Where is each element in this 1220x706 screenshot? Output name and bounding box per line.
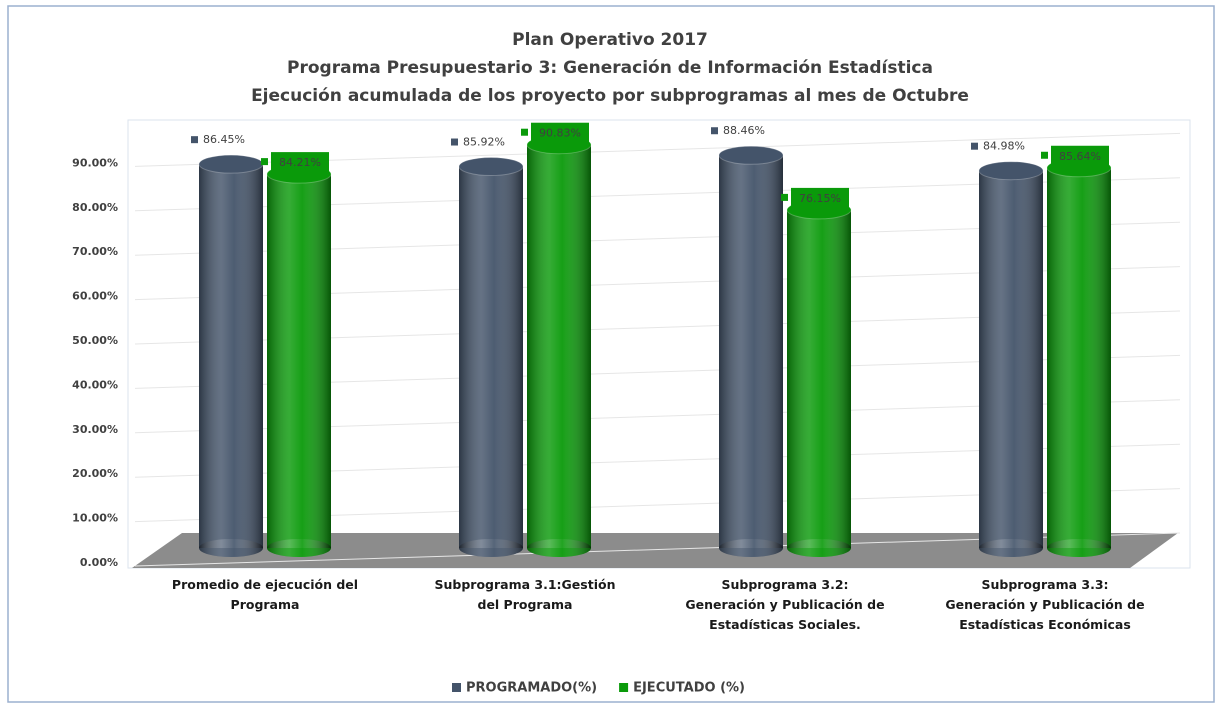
legend-label: PROGRAMADO(%) [466, 681, 597, 696]
bar-base-shade [979, 539, 1043, 557]
y-tick-label: 60.00% [72, 290, 118, 303]
value-label: 84.98% [983, 140, 1025, 153]
bar-shade [459, 166, 523, 548]
x-tick-label: Promedio de ejecución del Programa [172, 577, 358, 612]
value-label-key [971, 142, 978, 150]
bar-base-shade [459, 539, 523, 557]
bar-shade [787, 209, 851, 549]
bar-shade [267, 174, 331, 548]
value-label-box [791, 187, 849, 208]
bar-cap [198, 154, 264, 174]
legend-label: EJECUTADO (%) [633, 681, 745, 696]
bar-shade [979, 170, 1043, 549]
y-tick-label: 20.00% [72, 467, 118, 480]
x-tick-label: Subprograma 3.2: Generación y Publicación… [685, 577, 884, 632]
value-label-box [1051, 145, 1109, 166]
x-tick-label: Subprograma 3.1:Gestión del Programa [435, 577, 616, 612]
value-label-key [711, 127, 718, 135]
y-tick-label: 40.00% [72, 378, 118, 391]
bar-base-shade [1047, 539, 1111, 557]
bar-base-shade [719, 539, 783, 557]
bar-base-shade [527, 539, 591, 557]
bar-base-shade [787, 539, 851, 557]
value-label: 88.46% [723, 124, 765, 137]
bar-base-shade [199, 539, 263, 557]
bar-base-shade [267, 539, 331, 557]
y-tick-label: 10.00% [72, 512, 118, 525]
marks: 86.45% 84.21% 85.92% 90.83% 88.46% 76.15% 84.9… [191, 122, 1112, 557]
value-label: 90.83% [539, 127, 581, 140]
y-tick-label: 80.00% [72, 201, 118, 214]
chart-title: Programa Presupuestario 3: Generación de… [287, 58, 933, 78]
legend-key [452, 683, 461, 692]
value-label: 85.92% [463, 136, 505, 149]
value-label-box [271, 152, 329, 173]
bar-cap [718, 145, 784, 165]
chart-title: Ejecución acumulada de los proyecto por … [251, 86, 969, 106]
bar-shade [1047, 167, 1111, 548]
chart-title: Plan Operativo 2017 [512, 30, 708, 50]
legend-key [619, 683, 629, 692]
value-label: 76.15% [799, 192, 841, 205]
bar-shade [527, 144, 591, 549]
value-label-box [531, 122, 589, 143]
bar-shade [719, 155, 783, 548]
value-label-key [191, 136, 198, 144]
y-tick-label: 30.00% [72, 423, 118, 436]
value-label-key [781, 193, 788, 201]
value-label-key [451, 138, 458, 146]
value-label: 86.45% [203, 133, 245, 146]
bar-shade [199, 164, 263, 549]
bar-cap [458, 157, 524, 177]
value-label: 84.21% [279, 156, 321, 169]
y-tick-label: 90.00% [72, 156, 118, 169]
value-label: 85.64% [1059, 150, 1101, 163]
value-label-key [521, 128, 528, 136]
value-label-key [261, 158, 268, 166]
y-tick-label: 0.00% [80, 556, 118, 569]
x-tick-label: Subprograma 3.3: Generación y Publicación… [945, 577, 1144, 632]
y-tick-label: 70.00% [72, 245, 118, 258]
bar-cap [978, 161, 1044, 181]
value-label-key [1041, 151, 1048, 159]
y-tick-label: 50.00% [72, 334, 118, 347]
